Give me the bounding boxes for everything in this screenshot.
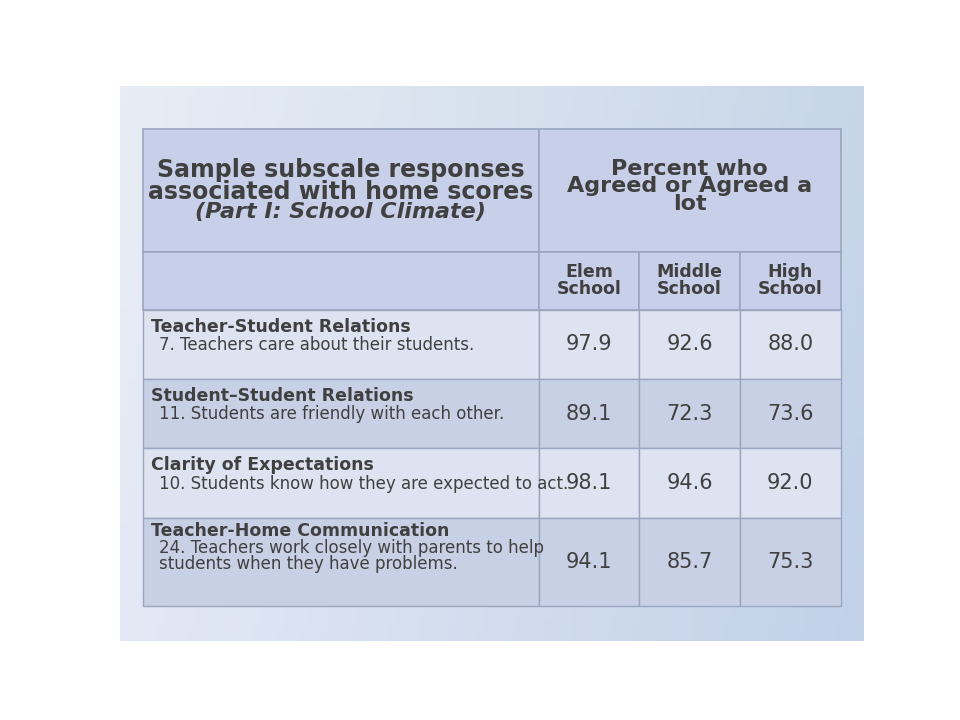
Bar	[639, 518, 740, 606]
Bar	[639, 252, 740, 310]
Bar	[539, 518, 639, 606]
Text: 98.1: 98.1	[565, 473, 612, 493]
Bar	[539, 449, 639, 518]
Bar	[143, 379, 539, 449]
Bar	[539, 252, 639, 310]
Text: 92.0: 92.0	[767, 473, 814, 493]
Text: 89.1: 89.1	[565, 404, 612, 423]
Bar	[639, 449, 740, 518]
Bar	[143, 252, 539, 310]
Text: High: High	[768, 264, 813, 282]
Text: associated with home scores: associated with home scores	[148, 180, 534, 204]
Bar	[740, 310, 841, 379]
Text: 97.9: 97.9	[565, 334, 612, 354]
Text: 7. Teachers care about their students.: 7. Teachers care about their students.	[158, 336, 474, 354]
Bar	[740, 379, 841, 449]
Bar	[539, 379, 639, 449]
Bar	[143, 518, 539, 606]
Bar	[539, 310, 639, 379]
Text: Agreed or Agreed a: Agreed or Agreed a	[567, 176, 812, 197]
Text: 10. Students know how they are expected to act.: 10. Students know how they are expected …	[158, 474, 568, 492]
Bar	[639, 310, 740, 379]
Text: 92.6: 92.6	[666, 334, 713, 354]
Text: lot: lot	[673, 194, 707, 215]
Text: students when they have problems.: students when they have problems.	[158, 555, 458, 573]
Bar	[639, 379, 740, 449]
Text: School: School	[758, 280, 823, 298]
Bar	[143, 449, 539, 518]
Text: Sample subscale responses: Sample subscale responses	[157, 158, 525, 182]
Text: 72.3: 72.3	[666, 404, 713, 423]
Text: 75.3: 75.3	[767, 552, 813, 572]
Text: 85.7: 85.7	[666, 552, 712, 572]
Text: 73.6: 73.6	[767, 404, 814, 423]
Text: (Part I: School Climate): (Part I: School Climate)	[196, 202, 487, 222]
Bar	[740, 518, 841, 606]
Text: Teacher-Home Communication: Teacher-Home Communication	[151, 523, 449, 541]
Bar	[143, 310, 539, 379]
Text: 88.0: 88.0	[767, 334, 813, 354]
Bar	[539, 129, 841, 252]
Text: Clarity of Expectations: Clarity of Expectations	[151, 456, 373, 474]
Text: 24. Teachers work closely with parents to help: 24. Teachers work closely with parents t…	[158, 539, 543, 557]
Bar	[740, 449, 841, 518]
Text: Teacher-Student Relations: Teacher-Student Relations	[151, 318, 411, 336]
Text: Percent who: Percent who	[612, 159, 768, 179]
Text: Middle: Middle	[657, 264, 723, 282]
Text: School: School	[557, 280, 621, 298]
Bar	[740, 252, 841, 310]
Bar	[143, 129, 539, 252]
Text: 94.1: 94.1	[565, 552, 612, 572]
Text: Elem: Elem	[564, 264, 612, 282]
Text: 94.6: 94.6	[666, 473, 713, 493]
Text: Student–Student Relations: Student–Student Relations	[151, 387, 414, 405]
Text: 11. Students are friendly with each other.: 11. Students are friendly with each othe…	[158, 405, 504, 423]
Text: School: School	[658, 280, 722, 298]
